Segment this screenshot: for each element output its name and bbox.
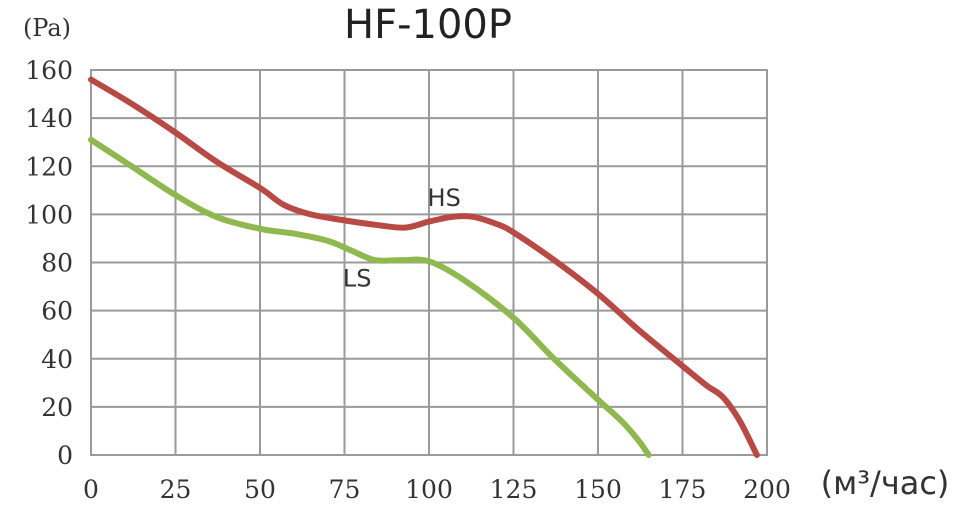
- x-tick-label: 200: [743, 475, 791, 504]
- y-tick-label: 120: [25, 152, 73, 181]
- x-tick-label: 150: [574, 475, 622, 504]
- x-tick-label: 0: [83, 475, 99, 504]
- y-tick-label: 0: [57, 441, 73, 470]
- x-tick-label: 100: [405, 475, 453, 504]
- series-line-hs: [88, 76, 760, 458]
- plot-frame: [90, 69, 768, 456]
- series-label-hs: HS: [428, 184, 461, 212]
- y-axis-unit: (Pa): [23, 14, 71, 42]
- y-tick-label: 60: [41, 297, 73, 326]
- y-tick-label: 20: [41, 393, 73, 422]
- y-tick-label: 160: [25, 56, 73, 85]
- series-line-ls: [88, 136, 652, 458]
- y-tick-label: 80: [41, 249, 73, 278]
- series-labels: HS LS: [343, 184, 461, 292]
- x-tick-label: 125: [490, 475, 538, 504]
- x-tick-label: 25: [160, 475, 192, 504]
- series-label-ls: LS: [343, 265, 372, 293]
- x-axis-unit: (м³/час): [821, 464, 950, 502]
- y-tick-label: 100: [25, 200, 73, 229]
- y-tick-label: 140: [25, 104, 73, 133]
- y-tick-label: 40: [41, 345, 73, 374]
- chart-title: HF-100P: [344, 2, 512, 48]
- x-tick-label: 75: [329, 475, 361, 504]
- series-lines: [88, 76, 760, 458]
- axis-ticks: 0 25 50 75 100 125 150 175 200 0 20 40 60 80 100 120 140…: [25, 56, 791, 504]
- x-tick-label: 50: [244, 475, 276, 504]
- x-tick-label: 175: [659, 475, 707, 504]
